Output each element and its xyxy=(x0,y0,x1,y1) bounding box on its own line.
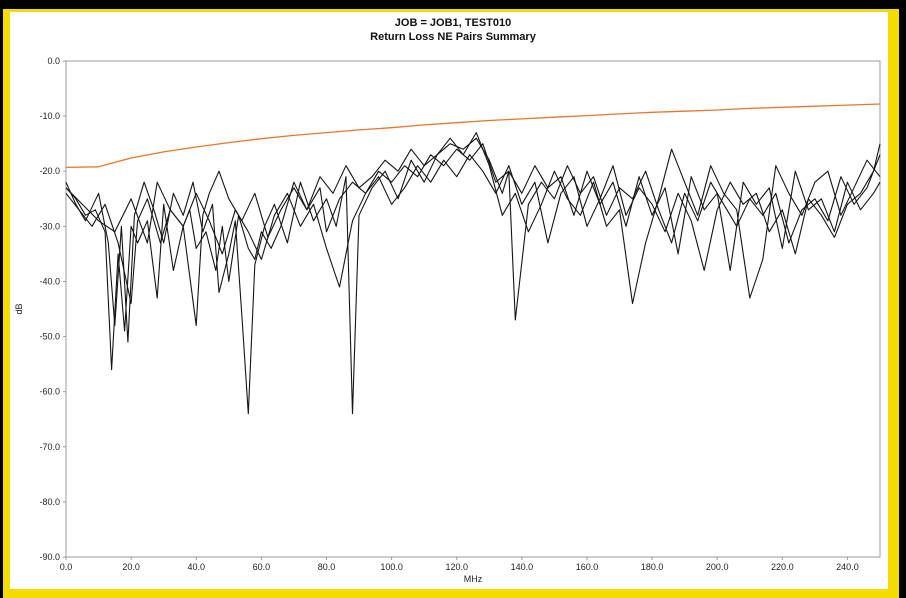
y-tick-label: -80.0 xyxy=(39,497,60,507)
y-tick-label: -10.0 xyxy=(39,111,60,121)
plot-border xyxy=(65,60,881,558)
x-tick-label: 120.0 xyxy=(445,562,468,572)
y-tick-label: -70.0 xyxy=(39,442,60,452)
x-tick-label: 80.0 xyxy=(318,562,336,572)
y-tick-label: -40.0 xyxy=(39,276,60,286)
limit-line xyxy=(65,103,881,169)
y-tick-label: -30.0 xyxy=(39,221,60,231)
pair-series-line-4 xyxy=(65,143,881,288)
x-axis-ticks: 0.0 20.0 40.0 60.0 80.0 100.0 120.0 140.0 160.0 1… xyxy=(60,557,859,572)
x-tick-label: 0.0 xyxy=(60,562,73,572)
x-tick-label: 180.0 xyxy=(641,562,664,572)
x-tick-label: 100.0 xyxy=(380,562,403,572)
plot-area xyxy=(65,60,881,558)
y-axis-ticks: 0.0 -10.0 -20.0 -30.0 -40.0 -50.0 -60.0 -70.0 -8… xyxy=(39,56,66,562)
pair-series-line-1 xyxy=(65,143,881,371)
y-tick-label: -60.0 xyxy=(39,387,60,397)
y-tick-label: 0.0 xyxy=(47,56,60,66)
x-tick-label: 40.0 xyxy=(187,562,205,572)
x-tick-label: 140.0 xyxy=(511,562,534,572)
x-tick-label: 240.0 xyxy=(836,562,859,572)
chart-title: JOB = JOB1, TEST010 xyxy=(394,17,512,29)
x-tick-label: 220.0 xyxy=(771,562,794,572)
x-axis-label: MHz xyxy=(464,574,483,584)
y-axis-label: dB xyxy=(14,303,24,314)
x-tick-label: 200.0 xyxy=(706,562,729,572)
y-tick-label: -90.0 xyxy=(39,552,60,562)
y-tick-label: -50.0 xyxy=(39,332,60,342)
series-layer xyxy=(65,103,881,415)
x-tick-label: 160.0 xyxy=(576,562,599,572)
x-tick-label: 20.0 xyxy=(122,562,140,572)
x-tick-label: 60.0 xyxy=(253,562,271,572)
chart-subtitle: Return Loss NE Pairs Summary xyxy=(370,31,536,43)
pair-series-line-2 xyxy=(65,137,881,415)
pair-series-line-3 xyxy=(65,132,881,327)
y-tick-label: -20.0 xyxy=(39,166,60,176)
